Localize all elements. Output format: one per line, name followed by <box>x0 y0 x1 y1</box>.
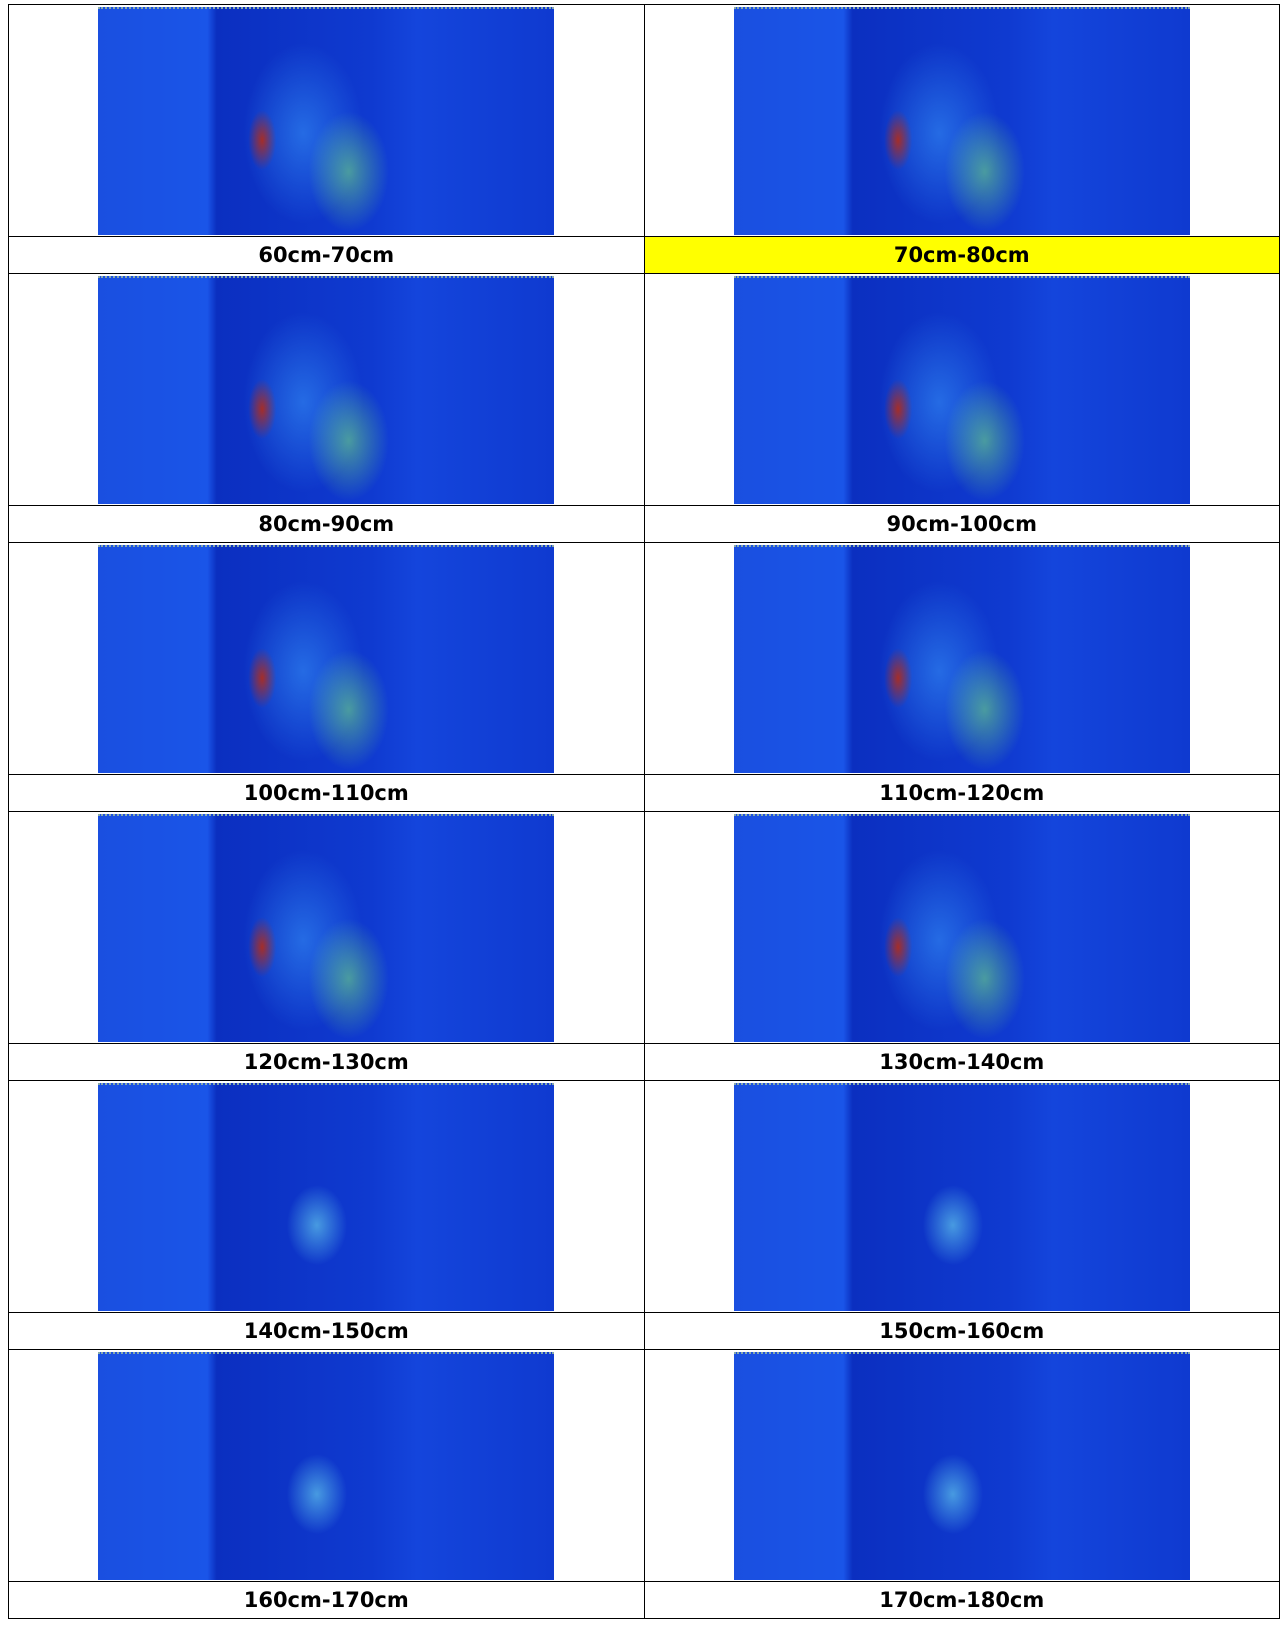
image-cell <box>644 274 1280 506</box>
slice-label: 100cm-110cm <box>9 775 645 812</box>
image-row <box>9 812 1280 1044</box>
depth-slice-image <box>734 1083 1190 1311</box>
depth-slice-image <box>98 1083 554 1311</box>
depth-slice-image <box>734 1352 1190 1580</box>
image-cell <box>644 1081 1280 1313</box>
depth-slice-image <box>734 545 1190 773</box>
image-cell <box>9 812 645 1044</box>
depth-slice-image <box>98 276 554 504</box>
slice-label: 80cm-90cm <box>9 506 645 543</box>
image-cell <box>9 1350 645 1582</box>
image-row <box>9 543 1280 775</box>
image-row <box>9 1350 1280 1582</box>
depth-slice-image <box>98 1352 554 1580</box>
page: 60cm-70cm70cm-80cm 80cm-90cm90cm-100cm 100… <box>0 0 1288 1625</box>
image-cell <box>644 5 1280 237</box>
slice-label: 110cm-120cm <box>644 775 1280 812</box>
depth-slice-image <box>98 545 554 773</box>
depth-slice-image <box>98 814 554 1042</box>
image-cell <box>9 274 645 506</box>
image-cell <box>644 1350 1280 1582</box>
image-cell <box>9 543 645 775</box>
depth-slice-image <box>98 7 554 235</box>
image-cell <box>644 543 1280 775</box>
slice-label: 70cm-80cm <box>644 237 1280 274</box>
slice-label: 160cm-170cm <box>9 1582 645 1619</box>
depth-slice-image <box>734 276 1190 504</box>
slice-label: 60cm-70cm <box>9 237 645 274</box>
slice-label: 130cm-140cm <box>644 1044 1280 1081</box>
slice-label: 140cm-150cm <box>9 1313 645 1350</box>
depth-slice-image <box>734 7 1190 235</box>
slice-label: 150cm-160cm <box>644 1313 1280 1350</box>
image-row <box>9 1081 1280 1313</box>
slice-label: 90cm-100cm <box>644 506 1280 543</box>
image-cell <box>644 812 1280 1044</box>
image-row <box>9 5 1280 237</box>
slice-label: 120cm-130cm <box>9 1044 645 1081</box>
image-cell <box>9 1081 645 1313</box>
slice-label: 170cm-180cm <box>644 1582 1280 1619</box>
depth-slice-image <box>734 814 1190 1042</box>
image-cell <box>9 5 645 237</box>
image-row <box>9 274 1280 506</box>
